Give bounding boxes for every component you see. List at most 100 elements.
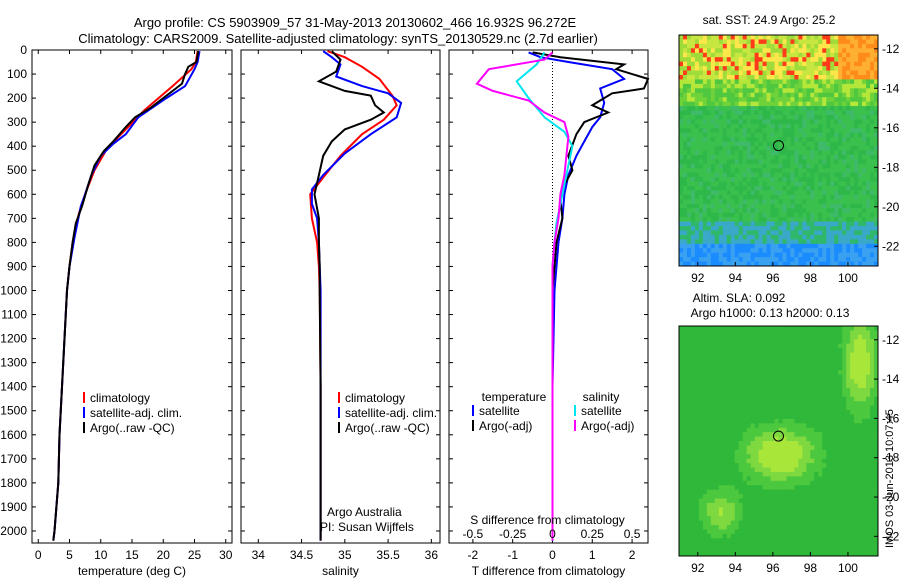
x-tick-label: 98 — [804, 561, 818, 575]
x-tick-label: 5 — [66, 548, 73, 562]
map-cells — [679, 35, 879, 267]
x-tick-label: 20 — [157, 548, 171, 562]
x-tick-label: 92 — [691, 561, 705, 575]
x-tick-label: 98 — [804, 271, 818, 285]
y-tick-label: -18 — [882, 160, 900, 174]
y-tick-label: -20 — [882, 200, 900, 214]
x-tick-label: 100 — [838, 561, 858, 575]
credit-line2: PI: Susan Wijffels — [320, 520, 414, 534]
series-line-2 — [313, 50, 386, 541]
plot-frame — [240, 49, 441, 544]
y-tick-label: -22 — [882, 239, 900, 253]
x-tick-label: 15 — [125, 548, 139, 562]
series-line-3 — [475, 51, 570, 541]
map-cells — [679, 326, 879, 557]
y-tick-label: -14 — [882, 372, 900, 386]
x-tick-label: 35.5 — [376, 548, 400, 562]
sst-map-title: sat. SST: 24.9 Argo: 25.2 — [703, 13, 836, 27]
series-line-0 — [528, 51, 627, 541]
plot-frame — [31, 49, 233, 544]
legend-entry: Argo(-adj) — [581, 419, 634, 433]
x2-tick-label: -0.25 — [499, 527, 527, 541]
credit-line1: Argo Australia — [327, 505, 402, 519]
legend-entry: climatology — [345, 391, 405, 405]
x-tick-label: 94 — [729, 271, 743, 285]
y-tick-label: -22 — [882, 529, 900, 543]
header-line1: Argo profile: CS 5903909_57 31-May-2013 … — [134, 15, 577, 30]
series-line-1 — [532, 51, 650, 541]
x-axis-label: temperature (deg C) — [78, 564, 186, 578]
y-tick-label: 0 — [20, 43, 27, 57]
legend-header-salinity: salinity — [583, 390, 620, 404]
legend-entry: satellite-adj. clim. — [90, 406, 182, 420]
sst-map-panel: sat. SST: 24.9 Argo: 25.2 92 94 96 98 100 -12 -… — [678, 13, 900, 285]
x-axis-label: salinity — [322, 564, 359, 578]
x-tick-label: 92 — [691, 271, 705, 285]
x-axis-label: T difference from climatology — [472, 564, 626, 578]
y-tick-label: 800 — [7, 235, 27, 249]
y-tick-label: -16 — [882, 121, 900, 135]
y-tick-label: -12 — [882, 42, 900, 56]
header-line2: Climatology: CARS2009. Satellite-adjuste… — [78, 31, 598, 46]
y-tick-label: 1700 — [0, 452, 27, 466]
y-tick-label: 1300 — [0, 356, 27, 370]
x-tick-label: 100 — [838, 271, 858, 285]
x-tick-label: 34.5 — [290, 548, 314, 562]
side-stamp: IMOS 03-Jun-2013 10:07:45 — [884, 409, 896, 548]
x2-tick-label: 0.25 — [581, 527, 605, 541]
x-tick-label: 2 — [629, 548, 636, 562]
y-tick-label: 900 — [7, 259, 27, 273]
legend-entry: satellite — [581, 404, 622, 418]
x-tick-label: 0 — [35, 548, 42, 562]
y-tick-label: 1400 — [0, 380, 27, 394]
y-tick-label: 600 — [7, 187, 27, 201]
y-tick-label: -12 — [882, 333, 900, 347]
y-tick-label: 500 — [7, 163, 27, 177]
legend-entry: satellite — [479, 404, 520, 418]
sla-map-title: Altim. SLA: 0.092 — [693, 291, 786, 305]
y-tick-label: -18 — [882, 451, 900, 465]
x-tick-label: -1 — [507, 548, 518, 562]
y-tick-label: 1600 — [0, 428, 27, 442]
legend-entry: Argo(-adj) — [479, 419, 532, 433]
x-tick-label: 35 — [338, 548, 352, 562]
legend-entry: Argo(..raw -QC) — [90, 421, 175, 435]
x-tick-label: 1 — [589, 548, 596, 562]
difference-panel: -2 -1 0 1 2T difference from climatology -0.5… — [448, 49, 650, 578]
x-tick-label: 25 — [188, 548, 202, 562]
y-tick-label: 1000 — [0, 283, 27, 297]
y-tick-label: 1900 — [0, 500, 27, 514]
argo-position-marker — [773, 430, 784, 442]
x2-tick-label: 0.5 — [624, 527, 641, 541]
legend-entry: climatology — [90, 391, 150, 405]
x2-tick-label: 0 — [549, 527, 556, 541]
map-frame — [678, 34, 879, 267]
x-tick-label: 34 — [252, 548, 266, 562]
series-line-2 — [52, 51, 200, 541]
sla-map-subtitle: Argo h1000: 0.13 h2000: 0.13 — [691, 306, 850, 320]
x-tick-label: 94 — [729, 561, 743, 575]
y-tick-label: 1100 — [1, 308, 27, 322]
x-tick-label: 10 — [94, 548, 108, 562]
y-tick-label: 1200 — [0, 332, 27, 346]
y-tick-label: 2000 — [0, 524, 27, 538]
x-tick-label: 0 — [549, 548, 556, 562]
x-tick-label: 30 — [219, 548, 233, 562]
map-frame — [678, 325, 879, 557]
x2-tick-label: -0.5 — [463, 527, 484, 541]
y-tick-label: 1800 — [0, 476, 27, 490]
x-tick-label: 96 — [766, 271, 780, 285]
y-tick-label: 700 — [7, 211, 27, 225]
plot-frame — [448, 49, 649, 544]
x2-axis-label: S difference from climatology — [470, 513, 625, 527]
salinity-panel: 34 34.5 35 35.5 36 salinity climatologysatelli… — [240, 49, 441, 578]
argo-position-marker — [773, 140, 784, 152]
temperature-panel: 0 5 10 15 20 25 300100200300400500600700800900… — [0, 43, 232, 578]
y-tick-label: -20 — [882, 490, 900, 504]
y-tick-label: 1500 — [0, 404, 27, 418]
x-tick-label: -2 — [468, 548, 479, 562]
x-tick-label: 96 — [766, 561, 780, 575]
y-tick-label: 100 — [7, 67, 27, 81]
